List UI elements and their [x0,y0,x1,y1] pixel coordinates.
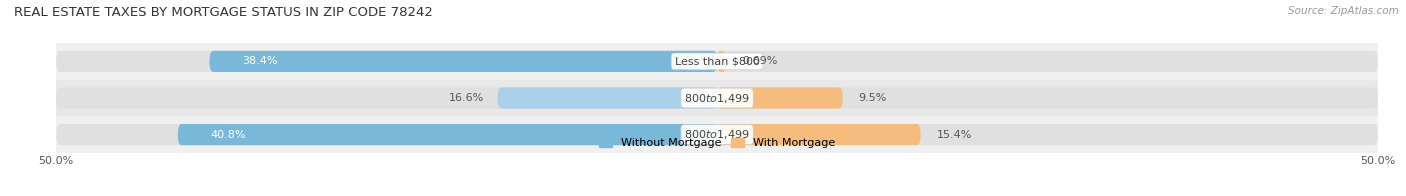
Text: 15.4%: 15.4% [936,130,972,140]
Text: REAL ESTATE TAXES BY MORTGAGE STATUS IN ZIP CODE 78242: REAL ESTATE TAXES BY MORTGAGE STATUS IN … [14,6,433,19]
FancyBboxPatch shape [209,51,717,72]
Legend: Without Mortgage, With Mortgage: Without Mortgage, With Mortgage [595,134,839,153]
Text: 0.69%: 0.69% [742,56,778,66]
Text: 16.6%: 16.6% [449,93,485,103]
FancyBboxPatch shape [717,87,842,109]
Bar [56,43,1378,80]
FancyBboxPatch shape [498,87,717,109]
Text: 40.8%: 40.8% [211,130,246,140]
FancyBboxPatch shape [56,124,1378,145]
Text: 38.4%: 38.4% [243,56,278,66]
FancyBboxPatch shape [56,51,1378,72]
FancyBboxPatch shape [717,124,921,145]
Bar [56,80,1378,116]
Text: Source: ZipAtlas.com: Source: ZipAtlas.com [1288,6,1399,16]
Text: Less than $800: Less than $800 [675,56,759,66]
FancyBboxPatch shape [717,51,725,72]
Text: 9.5%: 9.5% [859,93,887,103]
FancyBboxPatch shape [177,124,717,145]
Text: $800 to $1,499: $800 to $1,499 [685,128,749,141]
Bar [56,116,1378,153]
Text: $800 to $1,499: $800 to $1,499 [685,92,749,104]
FancyBboxPatch shape [56,87,1378,109]
